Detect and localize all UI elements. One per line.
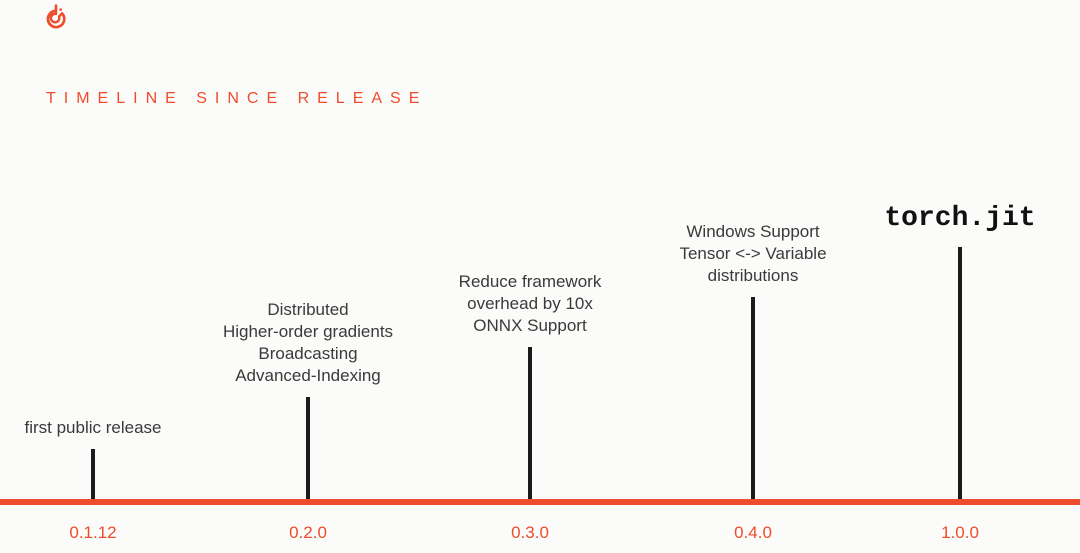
timeline-tick — [306, 397, 310, 499]
page-title: TIMELINE SINCE RELEASE — [46, 90, 427, 108]
version-label: 0.3.0 — [511, 523, 549, 543]
timeline-tick — [91, 449, 95, 499]
timeline-tick — [958, 247, 962, 499]
timeline-milestone: 0.3.0Reduce framework overhead by 10x ON… — [530, 0, 531, 499]
milestone-desc: first public release — [24, 417, 161, 439]
timeline-axis — [0, 499, 1080, 505]
pytorch-logo-icon — [44, 4, 68, 28]
timeline-milestone: 1.0.0torch.jit — [960, 0, 961, 499]
milestone-desc: Windows Support Tensor <-> Variable dist… — [679, 221, 826, 287]
version-label: 0.1.12 — [69, 523, 116, 543]
timeline-tick — [528, 347, 532, 499]
version-label: 1.0.0 — [941, 523, 979, 543]
version-label: 0.4.0 — [734, 523, 772, 543]
milestone-desc: Distributed Higher-order gradients Broad… — [223, 299, 393, 387]
timeline-milestone: 0.2.0Distributed Higher-order gradients … — [308, 0, 309, 499]
version-label: 0.2.0 — [289, 523, 327, 543]
milestone-desc: Reduce framework overhead by 10x ONNX Su… — [459, 271, 602, 337]
timeline-milestone: 0.1.12first public release — [93, 0, 94, 499]
timeline-tick — [751, 297, 755, 499]
milestone-desc-code: torch.jit — [884, 201, 1035, 237]
timeline-milestone: 0.4.0Windows Support Tensor <-> Variable… — [753, 0, 754, 499]
